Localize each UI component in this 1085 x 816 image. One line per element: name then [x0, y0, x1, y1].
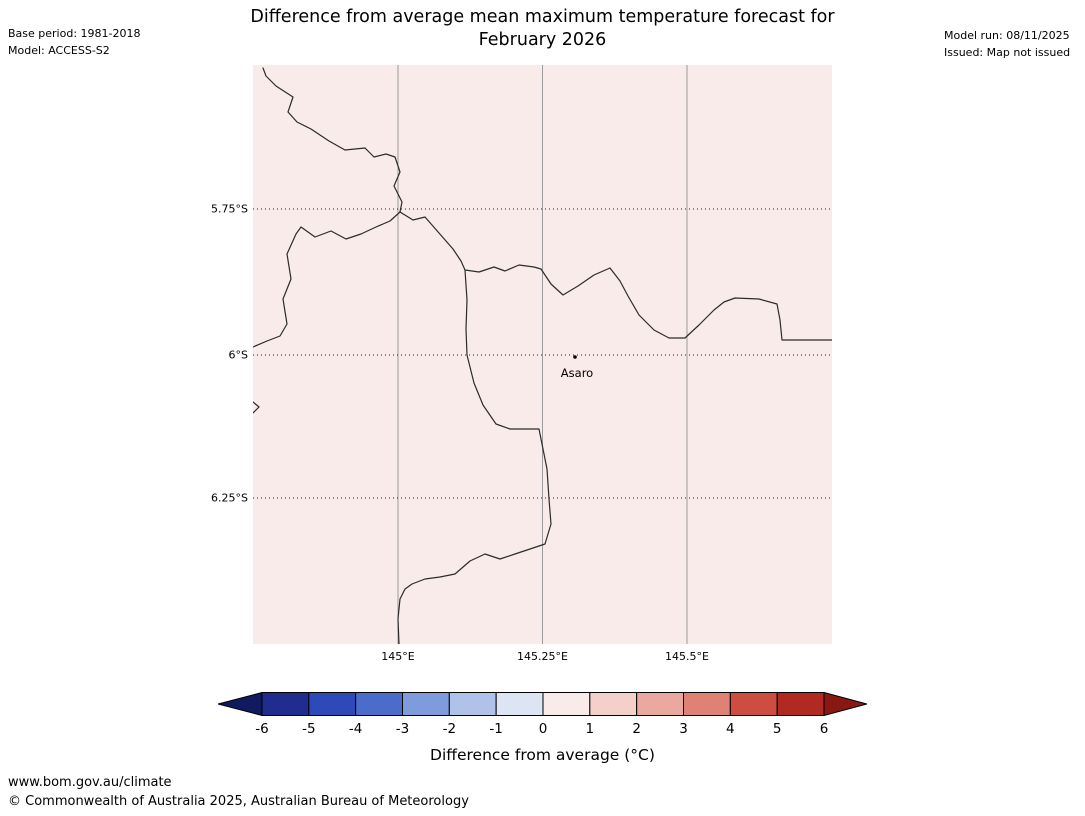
colorbar-segment — [308, 692, 357, 716]
region-border — [399, 211, 832, 341]
colorbar-tick-label: -1 — [489, 721, 502, 737]
colorbar-tick-label: -6 — [255, 721, 268, 737]
colorbar-segment — [261, 692, 310, 716]
colorbar-tick-label: 2 — [632, 721, 641, 737]
page-title: Difference from average mean maximum tem… — [0, 6, 1085, 52]
colorbar-segment — [729, 692, 778, 716]
region-border — [253, 211, 401, 348]
colorbar-tick-label: 5 — [773, 721, 782, 737]
colorbar-label: Difference from average (°C) — [430, 746, 655, 764]
colorbar-tick-label: -5 — [302, 721, 315, 737]
issued-text: Issued: Map not issued — [944, 46, 1071, 59]
colorbar-segment — [589, 692, 638, 716]
colorbar-segment — [402, 692, 450, 716]
footer-url: www.bom.gov.au/climate — [8, 775, 172, 790]
colorbar-tick-label: 3 — [679, 721, 688, 737]
colorbar-tick-label: 6 — [820, 721, 829, 737]
footer-copyright: © Commonwealth of Australia 2025, Austra… — [8, 794, 469, 809]
latitude-tick-label: 5.75°S — [211, 202, 248, 216]
colorbar-tick-label: -2 — [443, 721, 456, 737]
meta-left: Base period: 1981-2018 Model: ACCESS-S2 — [8, 25, 140, 59]
colorbar-canvas: -6 -5 -4 -3 -2 -1 0 1 2 3 4 5 6 — [218, 692, 867, 737]
model-text: Model: ACCESS-S2 — [8, 44, 110, 57]
meta-right: Model run: 08/11/2025 Issued: Map not is… — [944, 27, 1070, 61]
latitude-tick-label: 6°S — [228, 348, 248, 362]
colorbar-tick-label: 4 — [726, 721, 735, 737]
longitude-tick-label: 145.25°E — [517, 650, 568, 663]
map-canvas — [253, 65, 832, 644]
region-border — [253, 401, 260, 414]
colorbar-segment — [776, 692, 825, 716]
page-title-line2: February 2026 — [478, 30, 607, 50]
longitude-tick-label: 145°E — [381, 650, 415, 663]
colorbar-segment — [355, 692, 404, 716]
region-border — [397, 269, 552, 644]
latitude-tick-label: 6.25°S — [211, 491, 248, 505]
colorbar-left-arrow — [218, 692, 263, 717]
colorbar-tick-label: 1 — [586, 721, 595, 737]
base-period-text: Base period: 1981-2018 — [8, 27, 141, 40]
colorbar-segment — [495, 692, 544, 716]
colorbar-segment — [636, 692, 684, 716]
asaro-label: Asaro — [560, 366, 594, 380]
colorbar-tick-label: -3 — [396, 721, 409, 737]
asaro-marker-dot — [573, 355, 577, 359]
colorbar-tick-label: -4 — [349, 721, 362, 737]
page-title-line1: Difference from average mean maximum tem… — [250, 7, 835, 27]
colorbar-segment — [448, 692, 497, 716]
model-run-text: Model run: 08/11/2025 — [944, 29, 1070, 42]
colorbar-segment — [542, 692, 591, 716]
region-border — [262, 67, 403, 213]
colorbar-right-arrow — [823, 692, 867, 717]
colorbar-tick-label: 0 — [539, 721, 548, 737]
longitude-tick-label: 145.5°E — [665, 650, 709, 663]
colorbar-segment — [683, 692, 731, 716]
map-area: Asaro — [253, 65, 832, 644]
